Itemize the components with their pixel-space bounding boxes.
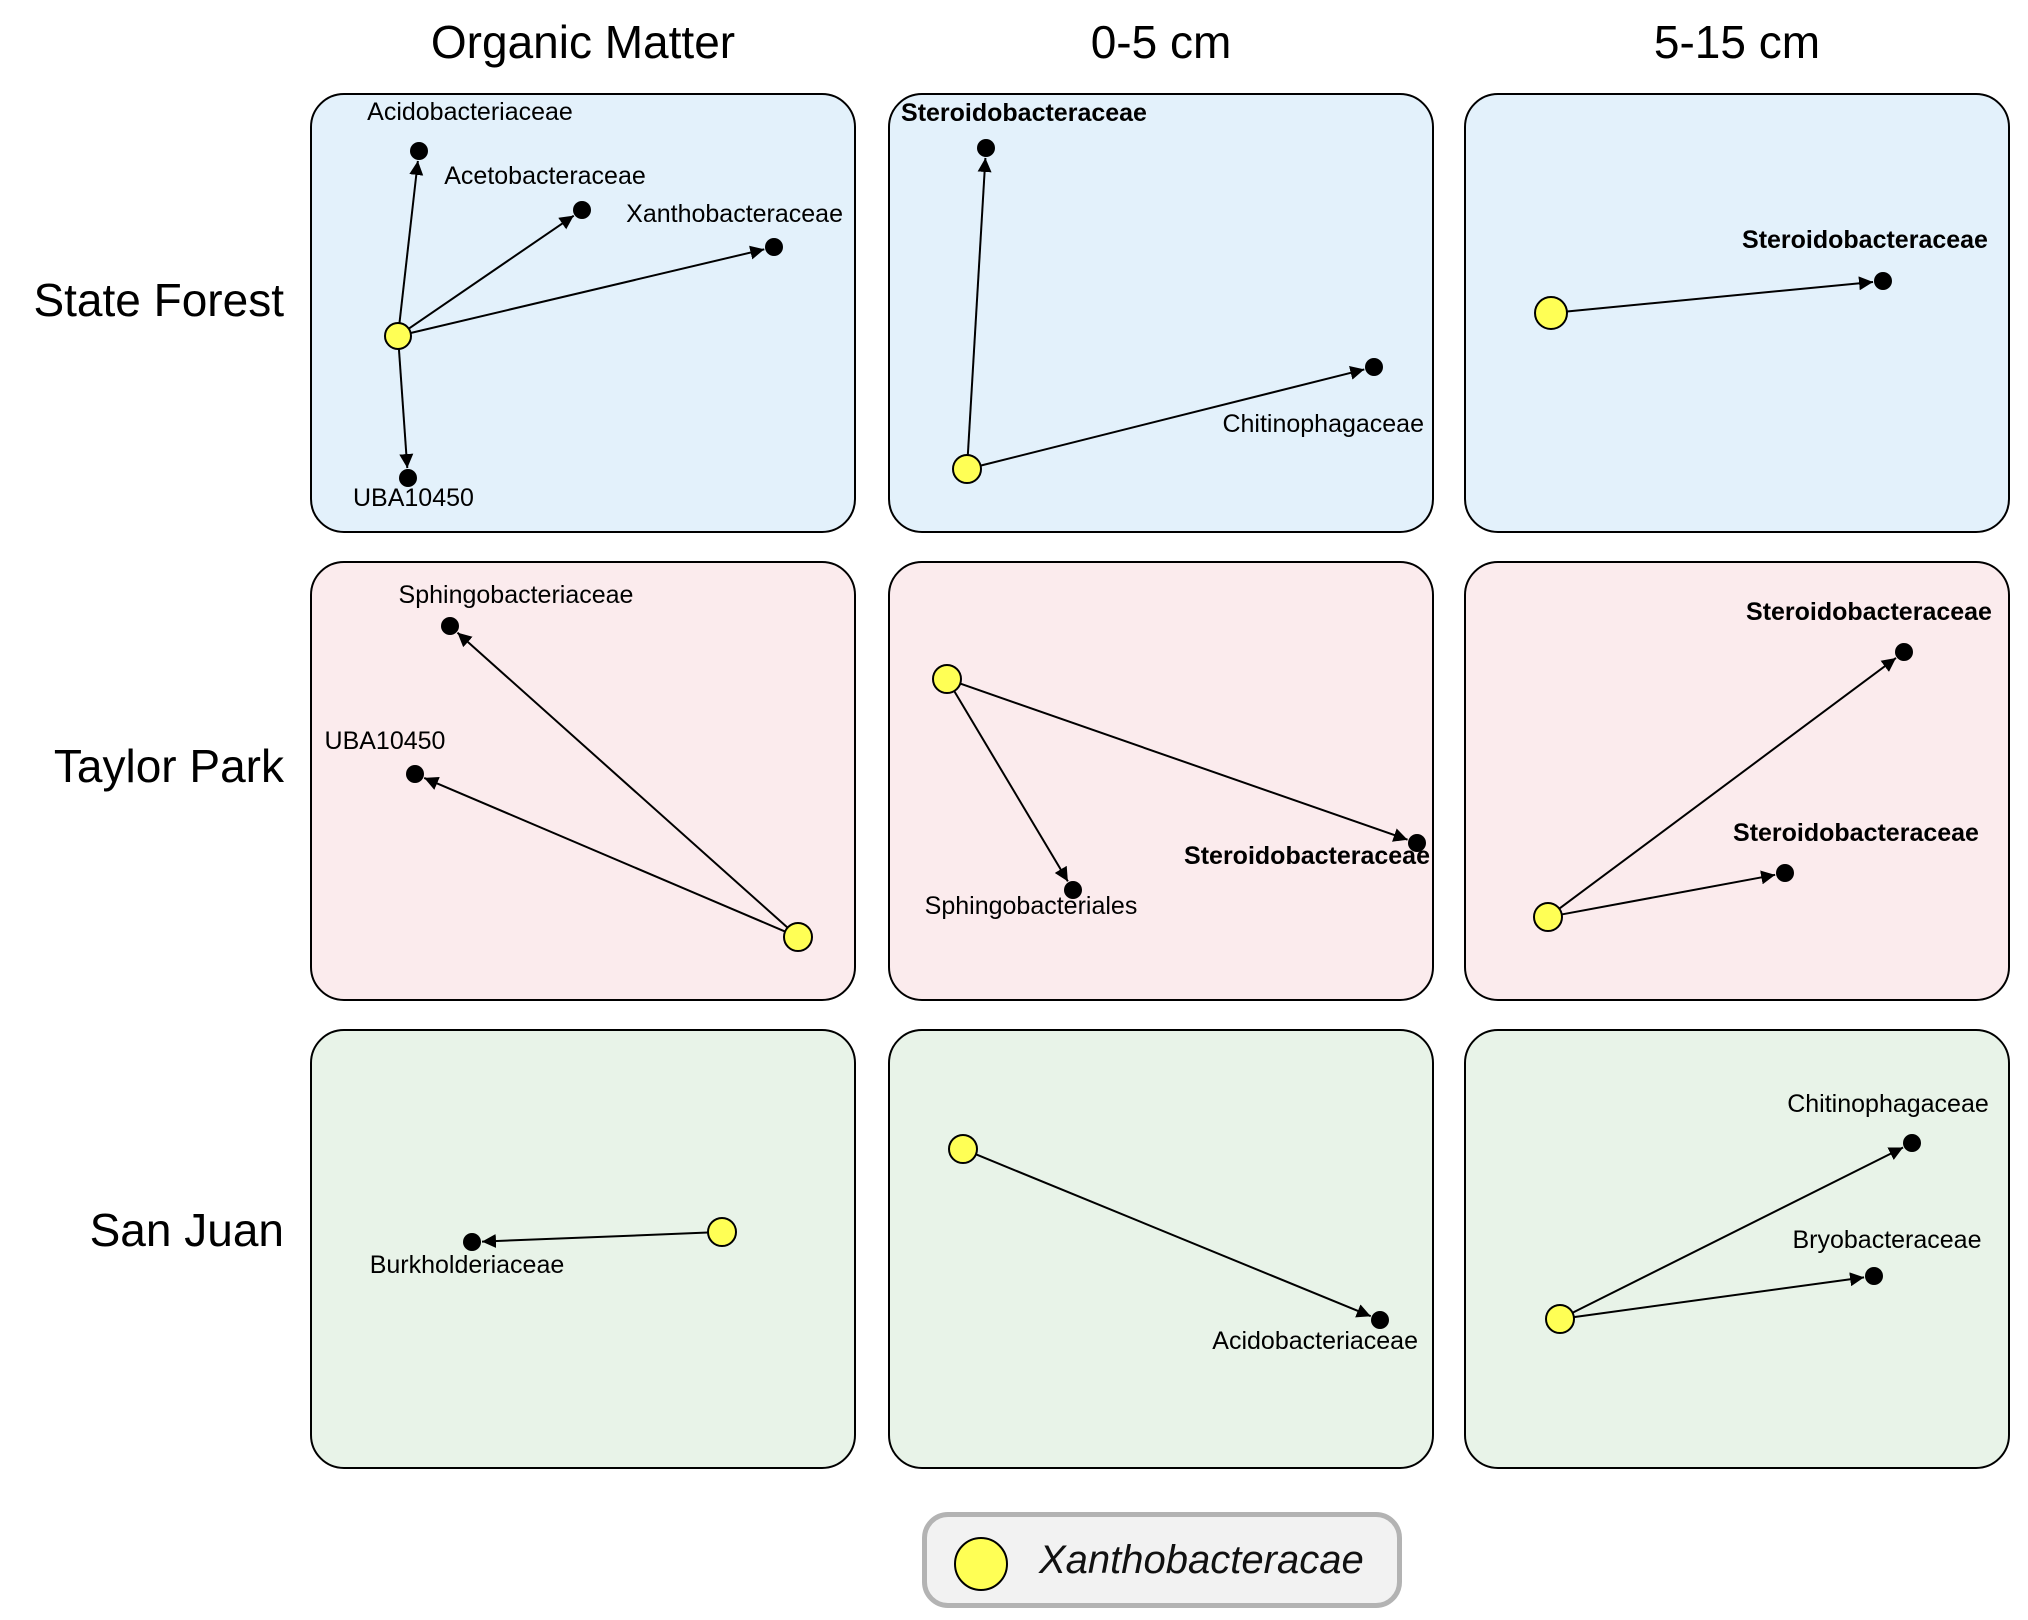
node-label-san-juan-0-5-cm-0: Acidobacteriaceae bbox=[1212, 1327, 1418, 1355]
node-state-forest-organic-matter-2 bbox=[765, 238, 783, 256]
node-label-san-juan-organic-matter-0: Burkholderiaceae bbox=[370, 1251, 565, 1279]
row-header-state-forest: State Forest bbox=[33, 274, 284, 326]
panel-taylor-park-organic-matter bbox=[310, 561, 856, 1001]
node-label-state-forest-organic-matter-2: Xanthobacteraceae bbox=[626, 200, 843, 228]
panel-state-forest-0-5-cm bbox=[888, 93, 1434, 533]
node-label-state-forest-0-5-cm-1: Chitinophagaceae bbox=[1222, 410, 1424, 438]
node-label-taylor-park-0-5-cm-1: Sphingobacteriales bbox=[925, 892, 1138, 920]
node-state-forest-0-5-cm-1 bbox=[1365, 358, 1383, 376]
edge-san-juan-organic-matter-0 bbox=[481, 1231, 709, 1249]
edge-state-forest-organic-matter-3 bbox=[397, 348, 414, 469]
panel-san-juan-0-5-cm bbox=[888, 1029, 1434, 1469]
panel-san-juan-organic-matter bbox=[310, 1029, 856, 1469]
hub-node-taylor-park-5-15-cm bbox=[1533, 902, 1563, 932]
node-san-juan-0-5-cm-0 bbox=[1371, 1311, 1389, 1329]
edge-state-forest-organic-matter-0 bbox=[398, 160, 424, 324]
node-taylor-park-0-5-cm-0 bbox=[1408, 834, 1426, 852]
node-taylor-park-organic-matter-0 bbox=[441, 617, 459, 635]
hub-node-san-juan-5-15-cm bbox=[1545, 1304, 1575, 1334]
node-label-state-forest-0-5-cm-0: Steroidobacteraceae bbox=[901, 99, 1147, 127]
node-state-forest-organic-matter-0 bbox=[410, 142, 428, 160]
legend-hub-icon bbox=[954, 1537, 1008, 1591]
edge-taylor-park-0-5-cm-0 bbox=[959, 682, 1408, 842]
edge-taylor-park-organic-matter-1 bbox=[423, 776, 786, 933]
row-header-san-juan: San Juan bbox=[89, 1204, 284, 1256]
column-header-organic-matter: Organic Matter bbox=[430, 16, 736, 68]
legend-hub-label: Xanthobacteracae bbox=[1039, 1538, 1364, 1582]
node-taylor-park-organic-matter-1 bbox=[406, 765, 424, 783]
edges-layer bbox=[397, 157, 1904, 1319]
column-header-5-15-cm: 5-15 cm bbox=[1653, 16, 1821, 68]
panel-taylor-park-0-5-cm bbox=[888, 561, 1434, 1001]
edge-taylor-park-5-15-cm-0 bbox=[1558, 657, 1897, 910]
node-state-forest-organic-matter-3 bbox=[399, 469, 417, 487]
edge-state-forest-0-5-cm-0 bbox=[966, 157, 992, 456]
hub-node-state-forest-organic-matter bbox=[384, 322, 412, 350]
node-label-state-forest-organic-matter-3: UBA10450 bbox=[353, 484, 474, 512]
node-label-taylor-park-5-15-cm-0: Steroidobacteraceae bbox=[1746, 598, 1992, 626]
edge-taylor-park-0-5-cm-1 bbox=[953, 690, 1069, 882]
node-label-taylor-park-5-15-cm-1: Steroidobacteraceae bbox=[1733, 819, 1979, 847]
labels-layer: Acidobacteriaceae Acetobacteraceae Xanthob… bbox=[325, 98, 1993, 1355]
node-label-taylor-park-organic-matter-0: Sphingobacteriaceae bbox=[399, 581, 634, 609]
node-taylor-park-5-15-cm-0 bbox=[1895, 643, 1913, 661]
node-label-taylor-park-organic-matter-1: UBA10450 bbox=[325, 727, 446, 755]
legend: Xanthobacteracae bbox=[922, 1512, 1402, 1608]
hub-node-taylor-park-organic-matter bbox=[783, 922, 813, 952]
node-label-state-forest-organic-matter-0: Acidobacteriaceae bbox=[367, 98, 573, 126]
hub-node-san-juan-organic-matter bbox=[707, 1217, 737, 1247]
row-header-taylor-park: Taylor Park bbox=[53, 740, 284, 792]
edge-san-juan-5-15-cm-1 bbox=[1573, 1272, 1865, 1319]
edge-state-forest-organic-matter-2 bbox=[410, 245, 765, 334]
edge-state-forest-0-5-cm-1 bbox=[980, 366, 1365, 467]
column-header-0-5-cm: 0-5 cm bbox=[1090, 16, 1232, 68]
node-taylor-park-0-5-cm-1 bbox=[1064, 881, 1082, 899]
edge-san-juan-5-15-cm-0 bbox=[1572, 1146, 1904, 1314]
hub-node-state-forest-5-15-cm bbox=[1534, 296, 1568, 330]
node-label-san-juan-5-15-cm-1: Bryobacteraceae bbox=[1792, 1226, 1981, 1254]
panel-san-juan-5-15-cm bbox=[1464, 1029, 2010, 1469]
edge-state-forest-5-15-cm-0 bbox=[1566, 276, 1874, 313]
hub-node-taylor-park-0-5-cm bbox=[932, 664, 962, 694]
node-label-state-forest-5-15-cm-0: Steroidobacteraceae bbox=[1742, 226, 1988, 254]
nodes-layer bbox=[384, 139, 1921, 1334]
node-san-juan-5-15-cm-1 bbox=[1865, 1267, 1883, 1285]
node-label-taylor-park-0-5-cm-0: Steroidobacteraceae bbox=[1184, 842, 1430, 870]
node-state-forest-organic-matter-1 bbox=[573, 201, 591, 219]
edge-taylor-park-organic-matter-0 bbox=[456, 631, 789, 929]
edge-san-juan-0-5-cm-0 bbox=[975, 1153, 1372, 1318]
edge-taylor-park-5-15-cm-1 bbox=[1561, 870, 1776, 916]
node-state-forest-0-5-cm-0 bbox=[977, 139, 995, 157]
edge-state-forest-organic-matter-1 bbox=[408, 214, 575, 330]
node-state-forest-5-15-cm-0 bbox=[1874, 272, 1892, 290]
node-san-juan-5-15-cm-0 bbox=[1903, 1134, 1921, 1152]
node-san-juan-organic-matter-0 bbox=[463, 1233, 481, 1251]
hub-node-san-juan-0-5-cm bbox=[948, 1134, 978, 1164]
node-label-state-forest-organic-matter-1: Acetobacteraceae bbox=[444, 162, 646, 190]
hub-node-state-forest-0-5-cm bbox=[952, 454, 982, 484]
node-label-san-juan-5-15-cm-0: Chitinophagaceae bbox=[1787, 1090, 1989, 1118]
node-taylor-park-5-15-cm-1 bbox=[1776, 864, 1794, 882]
